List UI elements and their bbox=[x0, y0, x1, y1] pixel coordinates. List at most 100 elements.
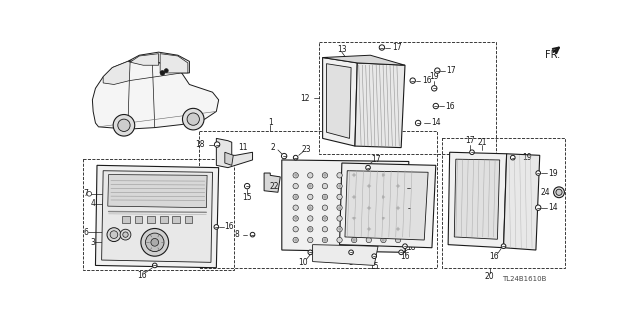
Circle shape bbox=[410, 78, 415, 83]
Circle shape bbox=[293, 194, 298, 200]
Circle shape bbox=[381, 205, 386, 210]
Circle shape bbox=[337, 226, 342, 232]
Text: 14: 14 bbox=[548, 203, 557, 212]
Text: 16: 16 bbox=[137, 271, 147, 280]
Circle shape bbox=[351, 237, 357, 243]
Polygon shape bbox=[225, 152, 234, 165]
Circle shape bbox=[380, 45, 385, 50]
Text: 14: 14 bbox=[431, 118, 440, 128]
Circle shape bbox=[308, 226, 313, 232]
Text: 21: 21 bbox=[477, 138, 487, 147]
Text: 2: 2 bbox=[271, 143, 276, 152]
Bar bbox=[319, 42, 496, 154]
Text: 7: 7 bbox=[83, 189, 88, 198]
Circle shape bbox=[293, 173, 298, 178]
Circle shape bbox=[366, 194, 371, 200]
Circle shape bbox=[293, 237, 298, 243]
Circle shape bbox=[351, 183, 357, 189]
Text: 2: 2 bbox=[418, 177, 423, 186]
Text: 23: 23 bbox=[301, 145, 311, 154]
Circle shape bbox=[322, 237, 328, 243]
Circle shape bbox=[366, 173, 371, 178]
Circle shape bbox=[366, 226, 371, 232]
Polygon shape bbox=[454, 159, 500, 239]
Polygon shape bbox=[92, 60, 219, 129]
Text: 16: 16 bbox=[400, 252, 410, 262]
Bar bbox=[442, 138, 565, 268]
Circle shape bbox=[396, 226, 401, 232]
Circle shape bbox=[308, 237, 313, 243]
Circle shape bbox=[182, 108, 204, 130]
Circle shape bbox=[381, 194, 386, 200]
Text: 17: 17 bbox=[372, 155, 381, 164]
Circle shape bbox=[501, 244, 506, 249]
Circle shape bbox=[536, 171, 541, 175]
Text: 15: 15 bbox=[369, 262, 379, 271]
Circle shape bbox=[396, 205, 401, 210]
Circle shape bbox=[381, 226, 386, 232]
Circle shape bbox=[366, 237, 371, 243]
Circle shape bbox=[293, 155, 298, 160]
Circle shape bbox=[554, 187, 564, 198]
Text: 18: 18 bbox=[406, 243, 416, 252]
Circle shape bbox=[322, 183, 328, 189]
Polygon shape bbox=[282, 160, 409, 252]
Text: 12: 12 bbox=[300, 94, 310, 103]
Circle shape bbox=[351, 216, 357, 221]
Circle shape bbox=[337, 216, 342, 221]
Circle shape bbox=[433, 103, 438, 109]
Polygon shape bbox=[216, 138, 253, 168]
Circle shape bbox=[118, 119, 130, 131]
Circle shape bbox=[110, 231, 118, 239]
Text: 5: 5 bbox=[349, 258, 353, 267]
Polygon shape bbox=[95, 165, 219, 268]
Text: 19: 19 bbox=[522, 153, 531, 162]
Polygon shape bbox=[160, 54, 188, 73]
Polygon shape bbox=[108, 174, 207, 208]
Circle shape bbox=[406, 205, 411, 210]
Text: 13: 13 bbox=[337, 45, 347, 54]
Polygon shape bbox=[323, 55, 405, 65]
Bar bbox=[172, 216, 180, 223]
Polygon shape bbox=[312, 245, 378, 265]
Text: 16: 16 bbox=[445, 101, 454, 111]
Text: 17: 17 bbox=[446, 66, 456, 75]
Circle shape bbox=[151, 239, 159, 246]
Circle shape bbox=[396, 216, 401, 221]
Polygon shape bbox=[103, 61, 130, 85]
Circle shape bbox=[160, 70, 164, 75]
Text: 16: 16 bbox=[422, 76, 431, 85]
Text: 17: 17 bbox=[466, 136, 476, 145]
Bar bbox=[83, 159, 234, 270]
Polygon shape bbox=[326, 64, 351, 138]
Circle shape bbox=[511, 155, 515, 160]
Text: 4: 4 bbox=[91, 199, 95, 208]
Text: 18: 18 bbox=[195, 140, 205, 149]
Circle shape bbox=[244, 183, 250, 189]
Circle shape bbox=[351, 173, 357, 178]
Text: TL24B1610B: TL24B1610B bbox=[502, 276, 547, 282]
Text: 16: 16 bbox=[225, 222, 234, 231]
Circle shape bbox=[145, 233, 164, 252]
Polygon shape bbox=[264, 173, 280, 192]
Circle shape bbox=[322, 216, 328, 221]
Circle shape bbox=[322, 194, 328, 200]
Circle shape bbox=[293, 226, 298, 232]
Circle shape bbox=[214, 225, 219, 229]
Circle shape bbox=[365, 165, 371, 170]
Text: 6: 6 bbox=[83, 228, 88, 237]
Text: 11: 11 bbox=[239, 143, 248, 152]
Circle shape bbox=[351, 194, 357, 200]
Text: 1: 1 bbox=[268, 118, 273, 127]
Polygon shape bbox=[323, 57, 357, 146]
Circle shape bbox=[322, 205, 328, 210]
Circle shape bbox=[107, 228, 121, 241]
Text: 8: 8 bbox=[235, 230, 239, 239]
Circle shape bbox=[431, 85, 437, 91]
Circle shape bbox=[120, 229, 131, 240]
Circle shape bbox=[123, 232, 128, 237]
Circle shape bbox=[214, 142, 220, 147]
Text: 19: 19 bbox=[429, 72, 439, 81]
Polygon shape bbox=[102, 171, 212, 262]
Text: 19: 19 bbox=[548, 168, 557, 178]
